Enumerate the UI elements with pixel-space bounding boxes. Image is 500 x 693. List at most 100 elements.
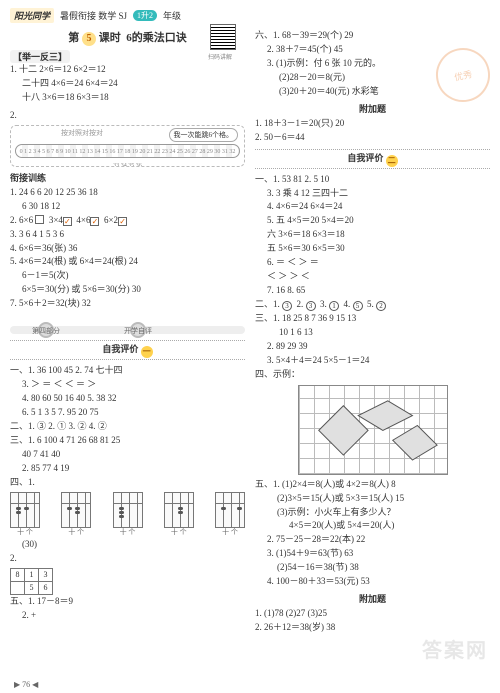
section-badge: 第四部分 开学自评 — [10, 314, 245, 336]
badge-left-text: 第四部分 — [32, 326, 60, 336]
rA8: 7. 16 8. 65 — [255, 284, 490, 298]
rA5: 六 3×6＝18 6×3＝18 — [255, 228, 490, 242]
r6-2: 2. 38＋7＝45(个) 45 — [255, 43, 490, 57]
circled-num: 5 — [353, 301, 363, 311]
rex21: 1. (1)78 (2)27 (3)25 — [255, 607, 490, 621]
r6-3: 3. (1)示例：付 6 张 10 元的。 — [255, 57, 490, 71]
circled-num: 3 — [306, 301, 316, 311]
qr-caption: 扫码讲解 — [208, 52, 232, 61]
extra2-title: 附加题 — [255, 592, 490, 605]
abacus: 十 个 — [215, 492, 245, 528]
cell: 1 — [25, 568, 39, 581]
self-eval-heading: 自我评价 一 — [10, 340, 245, 360]
ex1-l3: 十八 3×6＝18 6×3＝18 — [10, 91, 245, 105]
self-eval-text: 自我评价 — [102, 344, 138, 354]
t2b: 4×6 — [76, 215, 90, 225]
rE1: 五、1. (1)2×4＝8(人)或 4×2＝8(人) 8 — [255, 478, 490, 492]
t4: 4. 6×6＝36(张) 36 — [10, 242, 245, 256]
A3: 4. 80 60 50 16 40 5. 38 32 — [10, 392, 245, 406]
abacus-num: (30) — [10, 538, 245, 552]
abacus: 十 个 — [10, 492, 40, 528]
grid-figure — [298, 385, 448, 475]
self-eval-heading: 自我评价 二 — [255, 149, 490, 169]
rA3: 4. 4×6＝24 6×4＝24 — [255, 200, 490, 214]
link-title: 衔接训练 — [10, 171, 245, 184]
rA6: 五 5×6＝30 6×5＝30 — [255, 242, 490, 256]
rE3: (3)示例：小火车上有多少人？ — [255, 506, 490, 520]
grade-pill: 1升2 — [133, 10, 157, 21]
rA2: 3. 3 乘 4 12 三四十二 — [255, 187, 490, 201]
extra-title: 附加题 — [255, 102, 490, 115]
t5a: 5. 4×6＝24(根) 或 6×4＝24(根) 24 — [10, 255, 245, 269]
r6-5: (3)20＋20＝40(元) 水彩笔 — [255, 85, 490, 99]
t2-pre: 2. 6×6 — [10, 215, 33, 225]
rB: 二、1. 3 2. 3 3. 1 4. 5 5. 2 — [255, 298, 490, 312]
rex22: 2. 26＋12＝38(岁) 38 — [255, 621, 490, 635]
grade-suffix: 年级 — [163, 9, 181, 22]
t2c: 6×2 — [104, 215, 118, 225]
abacus-label: 十 个 — [165, 527, 193, 537]
rA1: 一、1. 53 81 2. 5 10 — [255, 173, 490, 187]
table-2: 2. 813 56 — [10, 552, 245, 596]
rC4: 3. 5×4＋4＝24 5×5－1＝24 — [255, 354, 490, 368]
qr-icon — [210, 24, 236, 50]
r6-1: 六、1. 68－39＝29(个) 29 — [255, 29, 490, 43]
badge-right-text: 开学自评 — [124, 326, 152, 336]
A1: 一、1. 36 100 45 2. 74 七十四 — [10, 364, 245, 378]
D-label: 四、1. — [10, 476, 245, 490]
circled-num: 1 — [329, 301, 339, 311]
C1: 三、1. 6 100 4 71 26 68 81 25 — [10, 434, 245, 448]
self-eval-num: 一 — [141, 346, 153, 358]
check-icon: ✓ — [118, 217, 127, 226]
snail-tape: 0 1 2 3 4 5 6 7 8 9 10 11 12 13 14 15 16… — [15, 144, 240, 158]
abacus-label: 十 个 — [62, 527, 90, 537]
t7: 7. 5×6＋2＝32(块) 32 — [10, 297, 245, 311]
cell — [11, 581, 25, 594]
C2: 40 7 41 40 — [10, 448, 245, 462]
check-icon: ✓ — [90, 217, 99, 226]
rex2: 2. 50－6＝44 — [255, 131, 490, 145]
snail-diagram: 按对照对按对 我一次能跳6个格。 0 1 2 3 4 5 6 7 8 9 10 … — [10, 125, 245, 167]
r6-4: (2)28－20＝8(元) — [255, 71, 490, 85]
t1b: 6 30 18 12 — [10, 200, 245, 214]
cell: 6 — [39, 581, 53, 594]
rA7a: 6. ＝ ＜ ＞ ＝ — [255, 256, 490, 270]
abacus: 十 个 — [61, 492, 91, 528]
t5c: 6×5＝30(分) 或 5×6＝30(分) 30 — [10, 283, 245, 297]
rA4: 5. 五 4×5＝20 5×4＝20 — [255, 214, 490, 228]
q2-label: 2. — [10, 109, 245, 123]
C3: 2. 85 77 4 19 — [10, 462, 245, 476]
cell: 3 — [39, 568, 53, 581]
ex1-l2: 二十四 4×6＝24 6×4＝24 — [10, 77, 245, 91]
cell: 8 — [11, 568, 25, 581]
abacus-label: 十 个 — [114, 527, 142, 537]
abacus-label: 十 个 — [216, 527, 244, 537]
t2: 2. 6×6 3×4✓ 4×6✓ 6×2✓ — [10, 214, 245, 228]
snail-hint: 按对照对按对 — [61, 128, 103, 138]
rD: 四、示例： — [255, 368, 490, 382]
lesson-name: 6的乘法口诀 — [126, 32, 187, 44]
abacus-label: 十 个 — [11, 527, 39, 537]
rC1: 三、1. 18 25 8 7 36 9 15 13 — [255, 312, 490, 326]
blank-box — [35, 215, 44, 224]
rC2: 10 1 6 13 — [255, 326, 490, 340]
snail-bubble: 我一次能跳6个格。 — [169, 128, 239, 142]
page-header: 阳光同学 暑假衔接 数学 SJ 1升2 年级 — [10, 8, 490, 23]
A4: 6. 5 1 3 5 7. 95 20 75 — [10, 406, 245, 420]
circled-num: 3 — [282, 301, 292, 311]
left-column: 第 5 课时 6的乘法口诀 扫码讲解 【举一反三】 1. 十二 2×6＝12 6… — [10, 29, 245, 635]
right-column: 六、1. 68－39＝29(个) 29 2. 38＋7＝45(个) 45 3. … — [255, 29, 490, 635]
E: 五、1. 17－8＝9 — [10, 595, 245, 609]
rA7b: ＜ ＞ ＞ ＜ — [255, 270, 490, 284]
rC3: 2. 89 29 39 — [255, 340, 490, 354]
B1: 二、1. ③ 2. ① 3. ② 4. ② — [10, 420, 245, 434]
rE6: 3. (1)54＋9＝63(节) 63 — [255, 547, 490, 561]
A2: 3. ＞ ＝ ＜ ＜ ＝ ＞ — [10, 378, 245, 392]
rex1: 1. 18＋3－1＝20(只) 20 — [255, 117, 490, 131]
E2: 2. + — [10, 609, 245, 623]
page-number: ▶ 76 ◀ — [14, 680, 38, 689]
self-eval-num: 二 — [386, 155, 398, 167]
lesson-num: 5 — [82, 32, 96, 46]
t3: 3. 3 6 4 1 5 3 6 — [10, 228, 245, 242]
abacus-row: 十 个 十 个 十 个 十 个 十 个 — [10, 492, 245, 528]
